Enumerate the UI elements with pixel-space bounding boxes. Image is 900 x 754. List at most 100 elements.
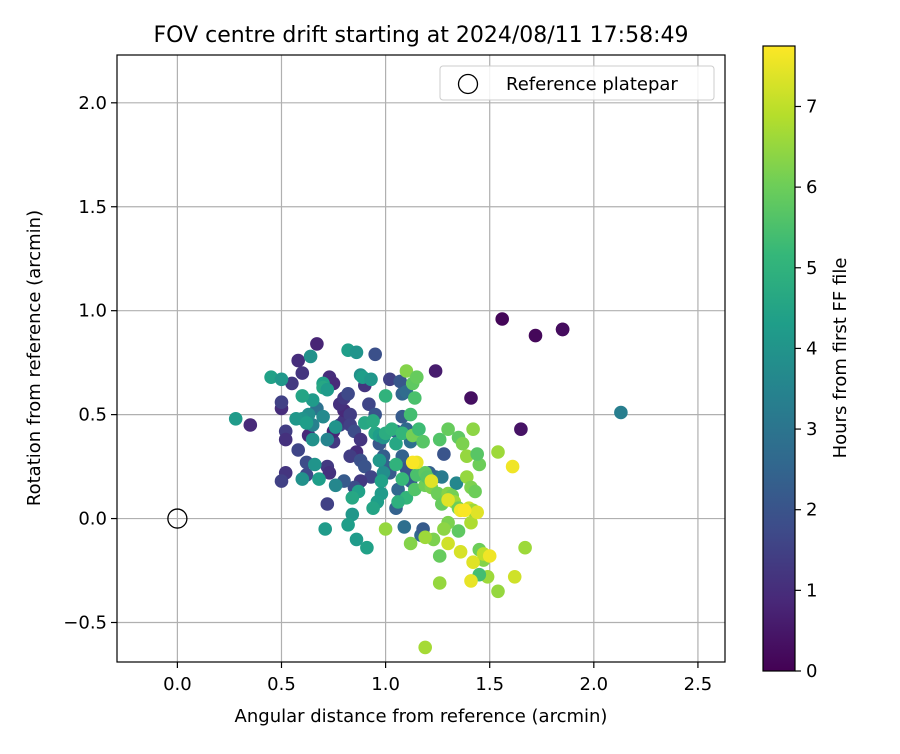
data-point	[310, 337, 324, 351]
data-point	[451, 524, 466, 538]
x-axis-ticks: 0.0 0.5 1.0 1.5 2.0 2.5	[163, 662, 712, 695]
data-point	[345, 491, 360, 505]
y-tick-label: 1.0	[78, 301, 107, 322]
data-point	[295, 389, 310, 403]
data-point	[341, 387, 355, 401]
data-point	[308, 457, 322, 472]
data-point	[366, 414, 380, 428]
data-point	[393, 374, 408, 389]
data-point	[428, 364, 443, 378]
x-tick-label: 2.5	[684, 674, 713, 695]
data-point	[289, 412, 303, 426]
data-point	[264, 370, 278, 385]
data-point	[274, 474, 289, 488]
data-point	[316, 409, 330, 424]
data-point	[460, 470, 474, 484]
data-point	[435, 470, 449, 484]
data-point	[378, 522, 393, 536]
x-tick-label: 1.5	[475, 674, 504, 695]
data-point	[432, 432, 447, 447]
data-point	[353, 432, 368, 447]
data-point	[372, 453, 387, 468]
data-point	[243, 418, 258, 432]
data-point	[320, 497, 335, 511]
data-point	[491, 445, 505, 459]
data-point	[368, 347, 383, 362]
y-axis-label: Rotation from reference (arcmin)	[24, 210, 45, 506]
data-point	[424, 474, 439, 488]
colorbar: 0 1 2 3 4 5 6 7 Hours from first FF file	[762, 45, 851, 682]
legend-box	[439, 65, 715, 101]
colorbar-tick-label: 6	[806, 177, 817, 198]
data-point	[360, 540, 374, 555]
data-point	[328, 478, 343, 493]
y-tick-label: 0.0	[78, 509, 107, 530]
data-point	[278, 432, 293, 447]
data-point	[318, 522, 333, 536]
data-point	[408, 391, 422, 405]
points-layer	[167, 312, 628, 655]
data-point	[299, 416, 314, 430]
colorbar-tick-label: 2	[806, 500, 817, 521]
data-point	[410, 370, 424, 385]
data-point	[470, 505, 485, 520]
data-point	[528, 328, 543, 343]
y-tick-label: −0.5	[63, 613, 107, 634]
data-point	[482, 549, 497, 563]
data-point	[295, 472, 310, 486]
data-point	[507, 570, 522, 584]
data-point	[430, 486, 445, 501]
plot-frame	[116, 54, 726, 663]
colorbar-gradient	[763, 46, 795, 671]
data-point	[432, 549, 447, 563]
colorbar-tick-label: 1	[806, 580, 817, 601]
data-point	[328, 420, 343, 434]
data-point	[291, 353, 306, 368]
data-point	[274, 372, 289, 387]
colorbar-ticks: 0 1 2 3 4 5 6 7	[795, 96, 817, 682]
data-point	[441, 422, 455, 437]
data-point	[457, 503, 472, 518]
data-point	[464, 391, 478, 405]
data-point	[389, 457, 403, 472]
data-point	[343, 407, 358, 422]
data-point	[437, 447, 451, 461]
data-point	[383, 372, 397, 387]
data-point	[312, 472, 326, 486]
data-point	[305, 432, 320, 447]
x-tick-label: 1.0	[371, 674, 400, 695]
data-point	[466, 422, 480, 437]
grid-layer	[117, 55, 725, 662]
reference-platepar-marker	[167, 508, 188, 529]
colorbar-frame	[762, 45, 796, 672]
data-point	[505, 459, 520, 474]
data-point	[412, 422, 426, 437]
y-tick-label: 1.5	[78, 197, 107, 218]
y-tick-label: 0.5	[78, 405, 107, 426]
data-point	[432, 576, 447, 590]
data-point	[295, 366, 310, 380]
colorbar-tick-label: 4	[806, 338, 817, 359]
data-point	[614, 405, 628, 420]
legend: Reference platepar	[439, 65, 715, 101]
data-point	[285, 376, 299, 391]
y-tick-label: 2.0	[78, 93, 107, 114]
data-point	[395, 472, 410, 486]
data-point	[341, 518, 355, 532]
data-point	[466, 555, 480, 569]
data-point	[418, 640, 433, 655]
data-point	[403, 407, 418, 422]
data-point	[389, 436, 403, 451]
data-point	[472, 457, 487, 472]
data-point	[416, 434, 430, 449]
data-point	[555, 322, 570, 337]
data-point	[441, 536, 455, 551]
data-point	[291, 443, 306, 457]
data-point	[518, 540, 532, 555]
data-point	[464, 574, 478, 588]
data-point	[358, 459, 372, 474]
colorbar-label: Hours from first FF file	[830, 258, 851, 459]
data-point	[453, 545, 468, 559]
